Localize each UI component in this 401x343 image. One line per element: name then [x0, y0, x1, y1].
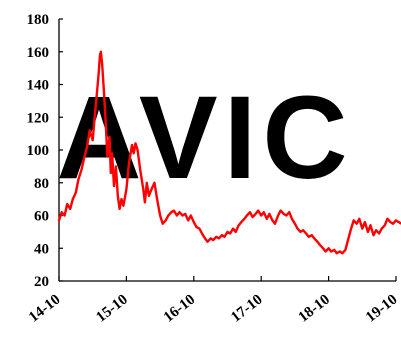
watermark: AVIC	[56, 72, 353, 204]
x-tick-label: 14-10	[26, 292, 63, 326]
y-tick-label: 100	[27, 143, 50, 159]
series-line-0	[57, 50, 401, 255]
y-tick-label: 20	[34, 274, 49, 290]
y-tick-label: 80	[34, 176, 49, 192]
x-tick-label: 19-10	[363, 292, 400, 326]
series-layer	[57, 50, 401, 255]
y-tick-label: 60	[34, 209, 49, 225]
y-tick-label: 180	[27, 12, 50, 28]
x-tick-label: 18-10	[296, 292, 333, 326]
y-tick-label: 160	[27, 45, 50, 61]
x-tick-label: 17-10	[228, 292, 265, 326]
watermark-text: AVIC	[56, 72, 353, 204]
x-tick-label: 16-10	[161, 292, 198, 326]
x-tick-label: 15-10	[93, 292, 130, 326]
y-tick-label: 140	[27, 78, 50, 94]
y-tick-label: 40	[34, 241, 49, 257]
y-tick-label: 120	[27, 110, 50, 126]
